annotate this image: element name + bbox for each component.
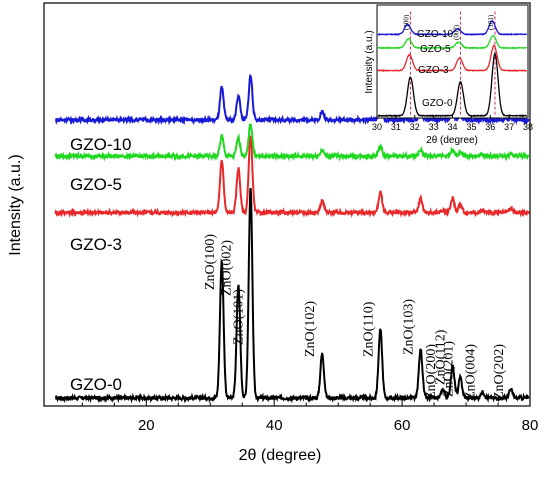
inset-x-tick-label-32: 32 — [410, 122, 420, 132]
peak-label-zno-004: ZnO(004) — [464, 344, 479, 400]
main-x-tick-label-80: 80 — [522, 417, 539, 434]
inset-series-label-gzo-5: GZO-5 — [420, 44, 451, 55]
peak-label-zno-101: ZnO(101) — [232, 289, 247, 345]
main-plot-frame — [43, 2, 531, 407]
peak-label-zno-002: ZnO(002) — [219, 240, 234, 296]
series-label-gzo-10: GZO-10 — [70, 135, 131, 154]
peak-label-zno-102: ZnO(102) — [303, 301, 318, 357]
inset-plot-frame — [376, 4, 529, 119]
inset-series-label-gzo-0: GZO-0 — [422, 98, 453, 109]
inset-peak-label-100: (100) — [402, 14, 410, 30]
main-x-tick-label-20: 20 — [138, 417, 155, 434]
inset-series-line-gzo-5 — [377, 34, 528, 50]
inset-x-axis-label: 2θ (degree) — [426, 135, 478, 146]
inset-x-tick-label-30: 30 — [372, 122, 382, 132]
peak-label-zno-100: ZnO(100) — [203, 234, 218, 290]
series-label-gzo-5: GZO-5 — [70, 175, 122, 194]
inset-x-tick-label-38: 38 — [523, 122, 533, 132]
peak-label-zno-202: ZnO(202) — [492, 344, 507, 400]
main-x-tick-label-40: 40 — [266, 417, 283, 434]
inset-x-tick-label-36: 36 — [485, 122, 495, 132]
peak-label-zno-201: ZnO(201) — [441, 341, 456, 397]
inset-series-line-gzo-3 — [377, 44, 527, 73]
inset-series-line-gzo-10 — [377, 20, 527, 37]
inset-x-tick-label-37: 37 — [504, 122, 514, 132]
series-line-gzo-3 — [54, 135, 530, 219]
main-x-axis-label: 2θ (degree) — [239, 447, 322, 464]
inset-series-line-gzo-0 — [377, 51, 528, 118]
peak-label-zno-112: ZnO(112) — [434, 329, 449, 385]
inset-x-tick-label-35: 35 — [466, 122, 476, 132]
inset-peak-label-101: (101) — [487, 14, 495, 30]
series-label-gzo-3: GZO-3 — [70, 235, 122, 254]
peak-label-zno-103: ZnO(103) — [402, 299, 417, 355]
series-line-gzo-0 — [54, 187, 530, 404]
series-label-gzo-0: GZO-0 — [70, 375, 122, 394]
inset-x-tick-label-33: 33 — [429, 122, 439, 132]
peak-label-zno-200: ZnO(200) — [424, 344, 439, 400]
inset-series-label-gzo-3: GZO-3 — [418, 65, 449, 76]
inset-series-label-gzo-10: GZO-10 — [417, 29, 454, 40]
inset-y-axis-label: Intensity (a.u.) — [364, 30, 375, 93]
inset-x-tick-label-31: 31 — [391, 122, 401, 132]
series-line-gzo-5 — [54, 123, 530, 162]
inset-peak-label-002: (002) — [452, 24, 460, 40]
main-x-tick-label-60: 60 — [394, 417, 411, 434]
inset-x-tick-label-34: 34 — [447, 122, 457, 132]
main-y-axis-label: Intensity (a.u.) — [7, 154, 24, 255]
inset-plot: GZO-0 GZO-3 GZO-5 GZO-10 (100) (002) (101) 30 3… — [364, 4, 533, 146]
peak-label-zno-110: ZnO(110) — [361, 301, 376, 357]
